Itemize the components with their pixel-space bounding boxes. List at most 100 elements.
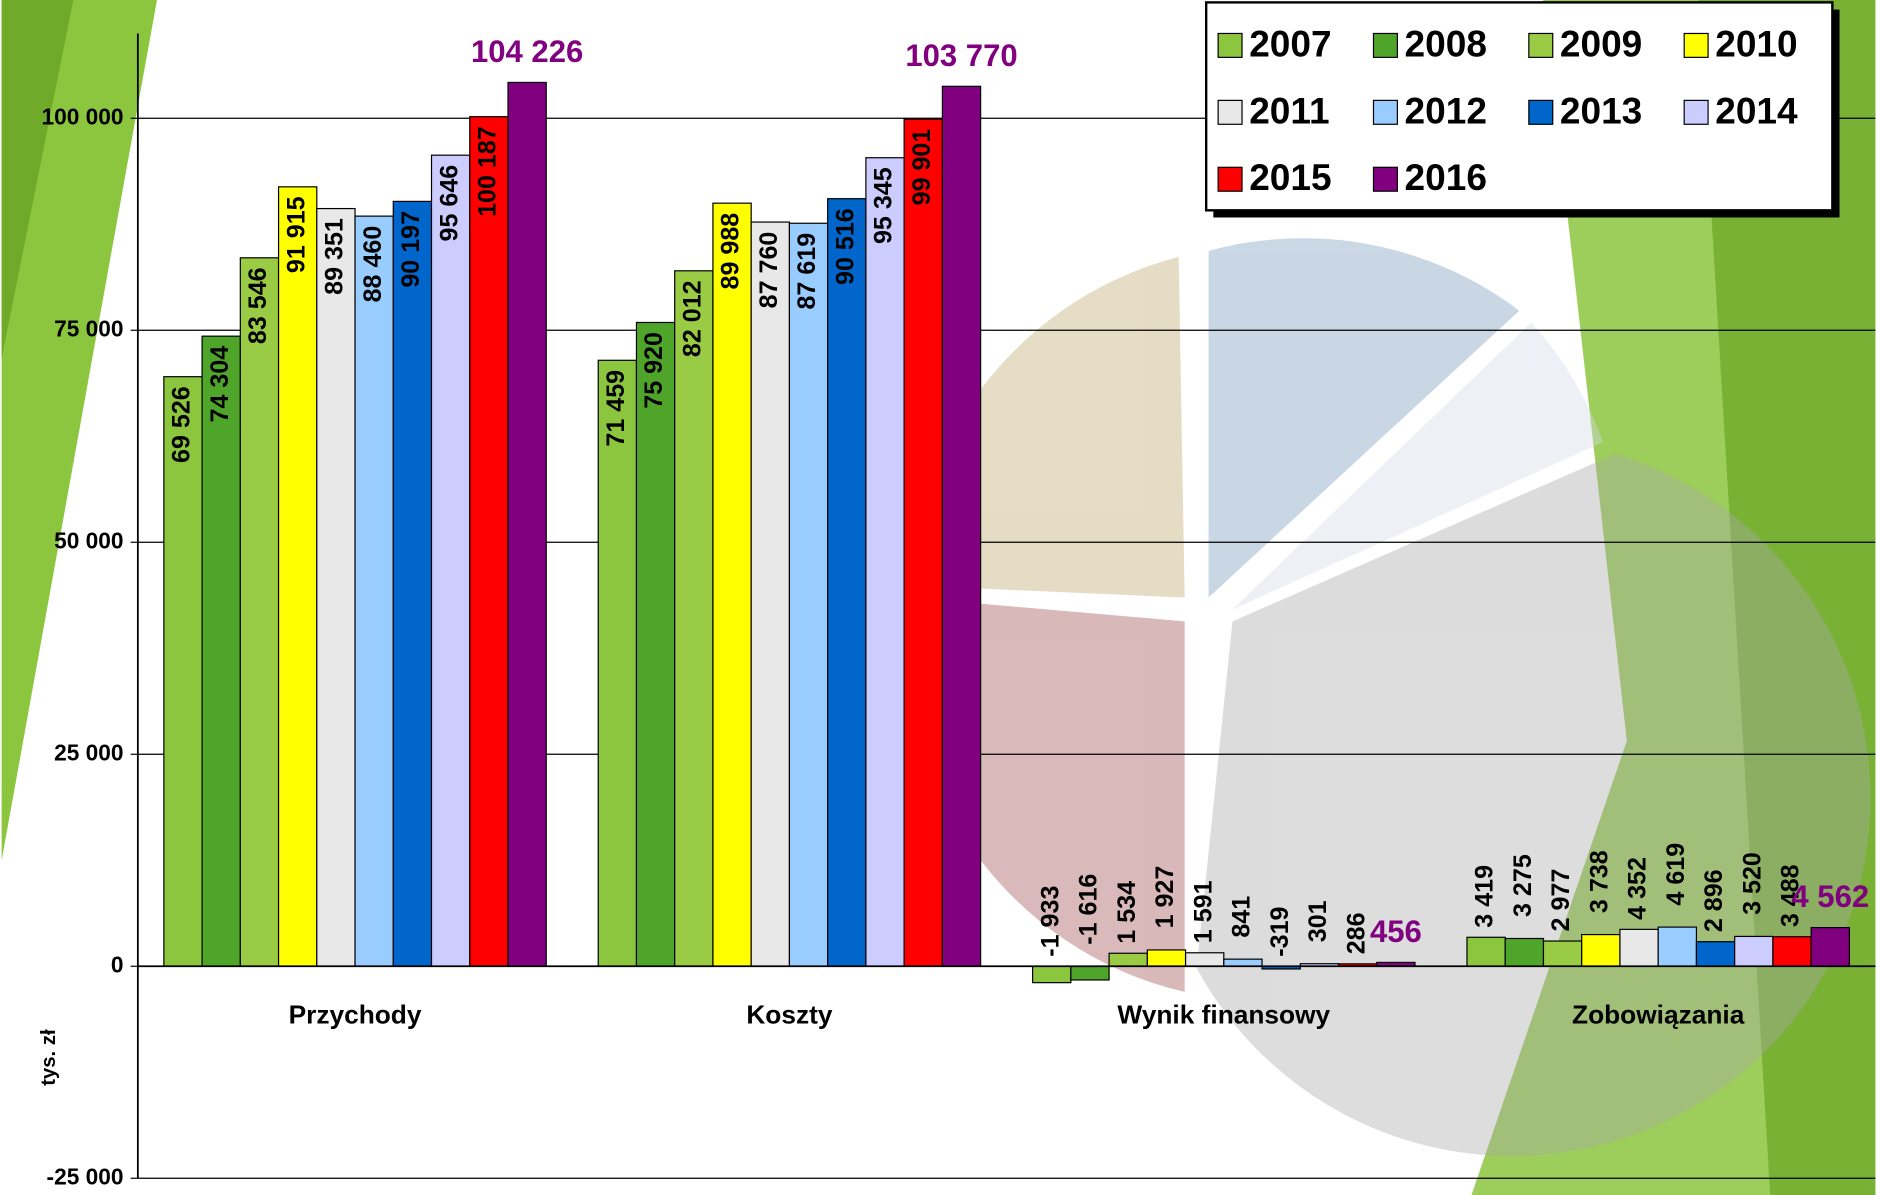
data-label: -1 933 (1036, 886, 1064, 957)
data-label: 89 351 (321, 218, 349, 295)
bar (1147, 950, 1185, 966)
x-tick-label: Wynik finansowy (1117, 999, 1330, 1029)
bar (828, 199, 866, 967)
legend-swatch (1373, 100, 1397, 124)
bar (598, 360, 636, 966)
data-label: 87 760 (755, 232, 783, 309)
bar (432, 155, 470, 966)
bar (751, 222, 789, 966)
bar (1109, 953, 1147, 966)
y-tick-label: 25 000 (54, 739, 123, 765)
legend-label: 2011 (1249, 89, 1329, 131)
page: tys. zł -25 000025 00050 00075 000100 00… (0, 0, 1877, 1195)
bar (1811, 928, 1849, 967)
data-label: 95 646 (435, 165, 463, 242)
bar (1582, 935, 1620, 967)
legend-swatch (1684, 100, 1708, 124)
bar (1071, 966, 1109, 980)
bar (942, 86, 980, 966)
legend-swatch (1373, 167, 1397, 191)
data-label: 456 (1370, 914, 1422, 949)
y-axis-label: tys. zł (38, 1029, 60, 1086)
data-label: 100 187 (474, 126, 502, 217)
legend-swatch (1684, 33, 1708, 57)
data-label: 74 304 (206, 346, 234, 423)
data-label: 286 (1342, 912, 1370, 954)
legend-label: 2013 (1560, 89, 1642, 131)
legend-swatch (1218, 167, 1242, 191)
bar (789, 223, 827, 966)
data-label: 90 516 (831, 208, 859, 285)
bar (1224, 959, 1262, 966)
data-label: 99 901 (908, 129, 936, 206)
x-tick-label: Zobowiązania (1572, 999, 1745, 1029)
legend-label: 2008 (1405, 22, 1487, 64)
bar (279, 187, 317, 966)
data-label: 90 197 (397, 211, 425, 288)
y-tick-label: 50 000 (54, 527, 123, 553)
bar (1620, 929, 1658, 966)
legend-label: 2012 (1405, 89, 1487, 131)
bar (508, 82, 546, 966)
data-label: 89 988 (717, 213, 745, 290)
bar (636, 322, 674, 966)
bar (1658, 927, 1696, 966)
bar (1033, 966, 1071, 982)
bar (713, 203, 751, 966)
bar (393, 201, 431, 966)
data-label: 95 345 (870, 167, 898, 244)
data-label: 83 546 (244, 267, 272, 344)
bar (164, 377, 202, 967)
data-label: 91 915 (282, 196, 310, 273)
bar (1505, 938, 1543, 966)
legend-label: 2007 (1249, 22, 1331, 64)
data-label: 2 977 (1547, 869, 1575, 932)
data-label: 3 520 (1738, 852, 1766, 915)
data-label: 2 896 (1700, 869, 1728, 932)
data-label: 1 534 (1113, 881, 1141, 944)
data-label: 69 526 (168, 386, 196, 463)
bar (1696, 942, 1734, 967)
data-label: 87 619 (793, 233, 821, 310)
legend-swatch (1218, 33, 1242, 57)
data-label: 4 352 (1624, 857, 1652, 920)
data-label: 82 012 (678, 280, 706, 357)
y-tick-label: 100 000 (41, 103, 123, 129)
data-label: 4 619 (1662, 843, 1690, 906)
legend-label: 2009 (1560, 22, 1642, 64)
data-label: 3 419 (1471, 865, 1499, 928)
legend-label: 2010 (1715, 22, 1797, 64)
data-label: 1 591 (1189, 880, 1217, 943)
bar (904, 119, 942, 966)
data-label: 301 (1304, 900, 1332, 942)
bar (317, 209, 355, 967)
legend-swatch (1218, 100, 1242, 124)
data-label: 3 275 (1509, 854, 1537, 917)
bar (1735, 936, 1773, 966)
y-tick-label: 75 000 (54, 315, 123, 341)
data-label: 3 738 (1585, 850, 1613, 913)
data-label: 1 927 (1151, 866, 1179, 929)
bar (470, 117, 508, 967)
data-label: 841 (1228, 896, 1256, 938)
bar (675, 271, 713, 966)
data-label: -319 (1266, 906, 1294, 956)
data-label: 103 770 (905, 38, 1017, 73)
data-label: 71 459 (602, 370, 630, 447)
x-tick-label: Koszty (746, 999, 833, 1029)
data-label: 4 562 (1791, 879, 1869, 914)
legend-label: 2016 (1405, 156, 1487, 198)
bar (240, 258, 278, 966)
bar (866, 158, 904, 967)
legend-label: 2014 (1715, 89, 1798, 131)
bar (202, 336, 240, 966)
bar (1773, 937, 1811, 967)
x-tick-label: Przychody (289, 999, 422, 1029)
y-tick-label: -25 000 (47, 1163, 124, 1189)
bar (1186, 953, 1224, 966)
chart: tys. zł -25 000025 00050 00075 000100 00… (0, 0, 1877, 1195)
legend-label: 2015 (1249, 156, 1331, 198)
legend-swatch (1529, 33, 1553, 57)
legend-swatch (1373, 33, 1397, 57)
bar (1543, 941, 1581, 966)
